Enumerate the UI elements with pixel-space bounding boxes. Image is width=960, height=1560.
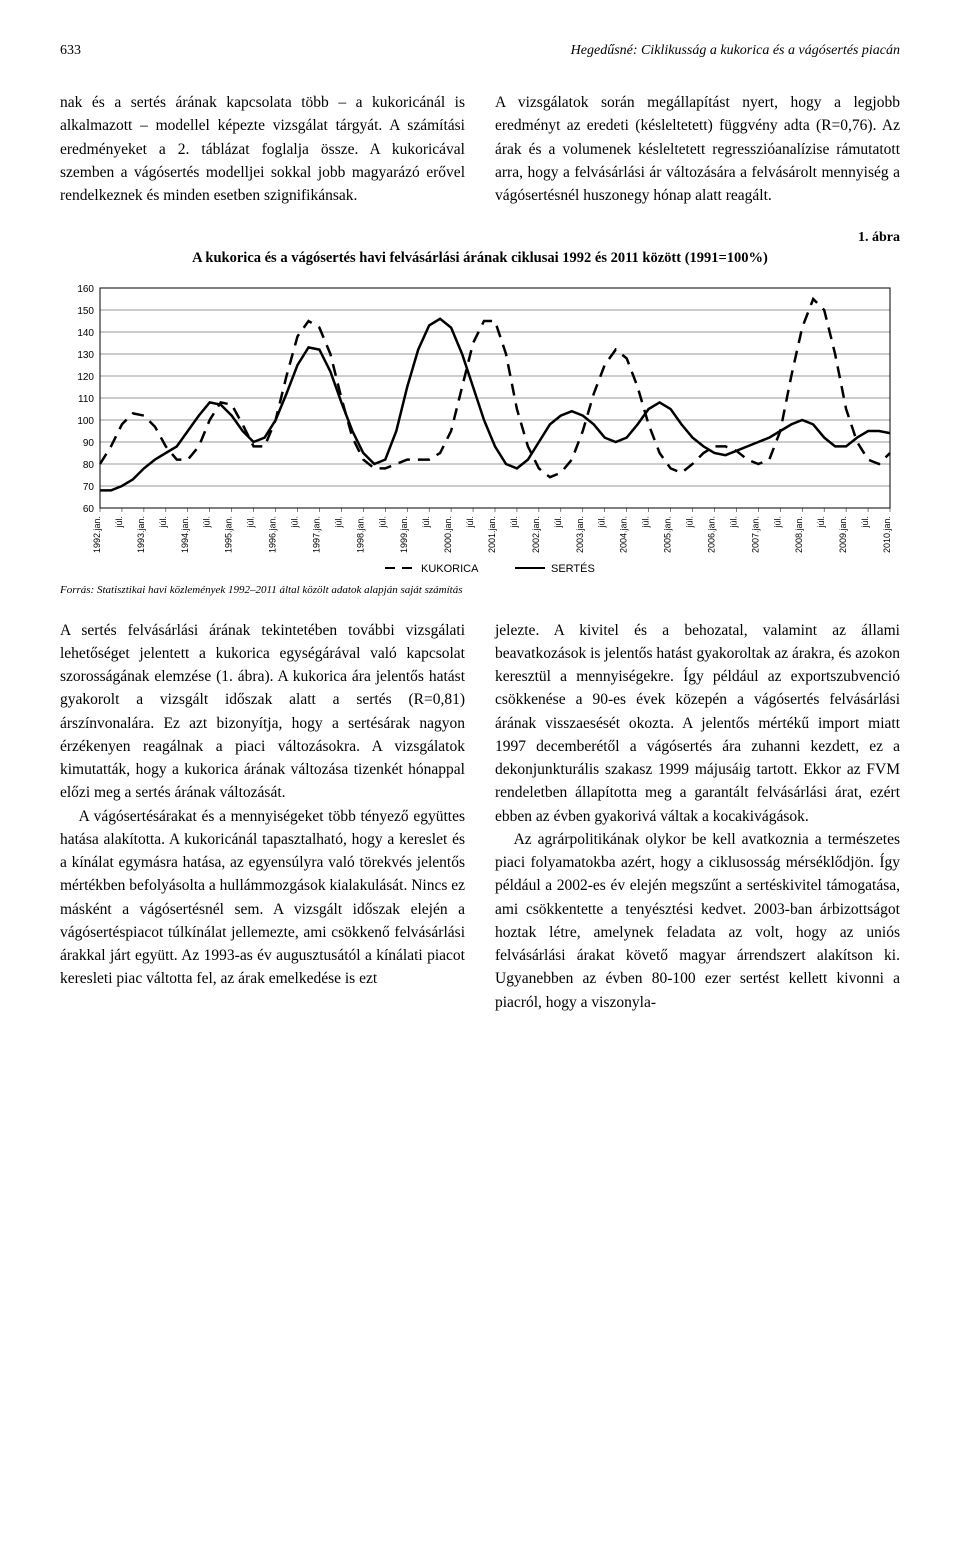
svg-text:2004.jan.: 2004.jan. [619,516,629,553]
svg-text:1994.jan.: 1994.jan. [180,516,190,553]
svg-text:2001.jan.: 2001.jan. [487,516,497,553]
svg-text:1995.jan.: 1995.jan. [224,516,234,553]
svg-text:160: 160 [77,284,94,295]
svg-text:júl.: júl. [772,516,782,529]
svg-text:júl.: júl. [728,516,738,529]
figure-title: A kukorica és a vágósertés havi felvásár… [60,248,900,270]
bottom-p1: A sertés felvásárlási árának tekintetébe… [60,619,465,805]
svg-text:1999.jan.: 1999.jan. [399,516,409,553]
svg-text:150: 150 [77,306,94,317]
svg-text:júl.: júl. [377,516,387,529]
bottom-text-columns: A sertés felvásárlási árának tekintetébe… [60,619,900,1014]
svg-text:120: 120 [77,372,94,383]
svg-text:80: 80 [83,460,95,471]
top-paragraph-left: nak és a sertés árának kapcsolata több –… [60,91,465,207]
svg-text:júl.: júl. [553,516,563,529]
svg-text:60: 60 [83,504,95,515]
svg-text:júl.: júl. [246,516,256,529]
svg-text:2009.jan.: 2009.jan. [838,516,848,553]
svg-text:1997.jan.: 1997.jan. [311,516,321,553]
page-number: 633 [60,40,81,61]
svg-text:110: 110 [78,394,94,405]
svg-text:100: 100 [77,416,94,427]
svg-text:júl.: júl. [860,516,870,529]
running-header: 633 Hegedűsné: Ciklikusság a kukorica és… [60,40,900,61]
figure-source: Forrás: Statisztikai havi közlemények 19… [60,582,900,599]
svg-text:2003.jan.: 2003.jan. [575,516,585,553]
line-chart: 60 70 80 90 100 110 120 130 140 150 160 1992.jan. jú… [60,278,900,578]
bottom-p2: A vágósertésárakat és a mennyiségeket tö… [60,805,465,991]
svg-text:1993.jan.: 1993.jan. [136,516,146,553]
svg-text:júl.: júl. [290,516,300,529]
svg-text:2010.jan.: 2010.jan. [882,516,892,553]
bottom-p3: jelezte. A kivitel és a behozatal, valam… [495,619,900,828]
top-paragraph-right: A vizsgálatok során megállapítást nyert,… [495,91,900,207]
running-head-title: Hegedűsné: Ciklikusság a kukorica és a v… [571,40,900,61]
svg-text:júl.: júl. [465,516,475,529]
bottom-p4: Az agrárpolitikának olykor be kell avatk… [495,828,900,1014]
svg-text:júl.: júl. [333,516,343,529]
svg-text:KUKORICA: KUKORICA [421,563,479,575]
svg-text:1992.jan.: 1992.jan. [92,516,102,553]
svg-text:SERTÉS: SERTÉS [551,562,595,575]
svg-text:90: 90 [83,438,95,449]
svg-text:2005.jan.: 2005.jan. [663,516,673,553]
svg-text:140: 140 [77,328,94,339]
svg-text:2002.jan.: 2002.jan. [531,516,541,553]
svg-text:130: 130 [77,350,94,361]
svg-text:2000.jan.: 2000.jan. [443,516,453,553]
svg-text:júl.: júl. [421,516,431,529]
svg-text:júl.: júl. [158,516,168,529]
svg-text:1996.jan.: 1996.jan. [268,516,278,553]
svg-text:2006.jan.: 2006.jan. [706,516,716,553]
svg-text:júl.: júl. [202,516,212,529]
svg-text:2007.jan.: 2007.jan. [750,516,760,553]
svg-text:júl.: júl. [597,516,607,529]
svg-text:júl.: júl. [114,516,124,529]
svg-text:júl.: júl. [816,516,826,529]
top-text-columns: nak és a sertés árának kapcsolata több –… [60,91,900,207]
svg-text:júl.: júl. [509,516,519,529]
figure-label: 1. ábra [60,227,900,248]
svg-text:1998.jan.: 1998.jan. [355,516,365,553]
svg-text:70: 70 [83,482,95,493]
svg-text:júl.: júl. [641,516,651,529]
svg-text:2008.jan.: 2008.jan. [794,516,804,553]
svg-text:júl.: júl. [685,516,695,529]
